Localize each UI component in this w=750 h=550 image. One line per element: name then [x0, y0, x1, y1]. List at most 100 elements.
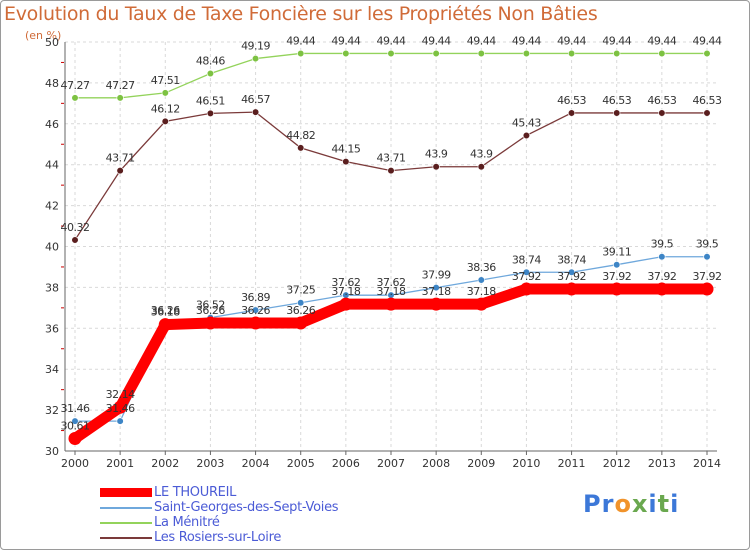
data-label: 40.32 — [61, 221, 90, 234]
data-point — [432, 284, 440, 292]
data-point — [116, 167, 124, 175]
data-point — [610, 282, 624, 296]
grid-layer — [65, 41, 717, 452]
logo-letter: P — [583, 490, 602, 518]
data-point — [658, 253, 666, 261]
proxiti-logo: Proxiti — [583, 490, 679, 518]
data-label: 49.44 — [693, 34, 722, 47]
data-label: 45.43 — [512, 116, 541, 129]
data-label: 30.61 — [61, 420, 90, 433]
x-tick-label: 2000 — [61, 457, 89, 470]
data-point — [113, 400, 127, 414]
data-label: 49.44 — [602, 34, 631, 47]
data-label: 37.18 — [467, 285, 496, 298]
chart-title: Evolution du Taux de Taxe Foncière sur l… — [4, 3, 598, 25]
data-label: 49.44 — [422, 34, 451, 47]
data-point — [71, 417, 79, 425]
data-point — [658, 49, 666, 58]
x-tick-label: 2004 — [242, 457, 270, 470]
data-label: 49.44 — [557, 34, 586, 47]
data-point — [71, 236, 79, 244]
data-label: 46.53 — [557, 94, 586, 107]
data-point — [567, 49, 576, 58]
data-point — [474, 297, 488, 311]
data-label: 46.53 — [602, 94, 631, 107]
data-label: 37.92 — [693, 270, 722, 283]
data-label: 39.11 — [602, 246, 631, 259]
data-label: 39.5 — [651, 238, 674, 251]
data-point — [613, 261, 621, 269]
data-label: 43.9 — [425, 148, 448, 161]
unit-label: (en %) — [25, 29, 62, 42]
data-label: 44.15 — [331, 143, 360, 156]
data-point — [71, 94, 79, 102]
data-point — [613, 49, 621, 58]
data-point — [655, 282, 669, 296]
data-label: 37.18 — [422, 285, 451, 298]
data-label: 36.26 — [151, 304, 180, 317]
legend-label: Les Rosiers-sur-Loire — [154, 530, 282, 545]
data-label: 37.92 — [602, 270, 631, 283]
data-label: 37.62 — [331, 276, 360, 289]
y-tick-label: 34 — [45, 363, 59, 376]
data-label: 49.44 — [331, 34, 360, 47]
data-label: 37.18 — [331, 285, 360, 298]
data-label: 32.14 — [106, 388, 135, 401]
data-label: 38.74 — [512, 253, 541, 266]
x-tick-label: 2006 — [332, 457, 360, 470]
data-label: 47.27 — [61, 79, 90, 92]
x-tick-label: 2011 — [558, 457, 586, 470]
data-point — [251, 108, 260, 116]
data-point — [703, 49, 711, 58]
data-label: 31.46 — [61, 402, 90, 415]
x-tick-label: 2001 — [106, 457, 134, 470]
data-point — [703, 253, 711, 261]
data-point — [161, 89, 169, 97]
legend-swatch — [100, 488, 152, 497]
data-label: 43.71 — [377, 152, 406, 165]
data-point — [429, 297, 443, 311]
data-label: 47.27 — [106, 79, 135, 92]
x-tick-label: 2013 — [648, 457, 676, 470]
data-label: 37.92 — [557, 270, 586, 283]
x-tick-label: 2009 — [467, 457, 495, 470]
x-tick-label: 2007 — [377, 457, 405, 470]
data-label: 49.19 — [241, 40, 270, 53]
data-label: 49.44 — [377, 34, 406, 47]
data-point — [161, 117, 169, 125]
data-point — [251, 54, 260, 63]
data-label: 39.5 — [696, 238, 719, 251]
data-label: 36.89 — [241, 291, 270, 304]
data-label: 37.92 — [647, 270, 676, 283]
data-point — [519, 282, 533, 296]
data-label: 44.82 — [286, 129, 315, 142]
data-label: 36.26 — [241, 304, 270, 317]
data-label: 46.51 — [196, 94, 225, 107]
data-point — [206, 109, 215, 117]
data-point — [432, 163, 440, 171]
data-point — [297, 144, 305, 152]
data-label: 46.57 — [241, 93, 270, 106]
data-label: 37.25 — [286, 284, 315, 297]
data-label: 38.36 — [467, 261, 496, 274]
logo-letter: r — [601, 490, 615, 518]
data-label: 49.44 — [286, 34, 315, 47]
data-label: 48.46 — [196, 54, 225, 67]
y-tick-label: 44 — [45, 159, 59, 172]
data-label: 46.12 — [151, 102, 180, 115]
data-point — [567, 109, 576, 117]
data-point — [251, 306, 260, 314]
data-label: 37.92 — [512, 270, 541, 283]
legend-label: LE THOUREIL — [154, 485, 237, 500]
data-point — [387, 167, 395, 175]
x-tick-label: 2008 — [422, 457, 450, 470]
legend-swatch — [100, 522, 152, 524]
data-point — [522, 131, 531, 140]
legend-swatch — [100, 537, 152, 539]
logo-letter: x — [631, 490, 649, 518]
data-point — [477, 49, 485, 58]
logo-letter: i — [670, 490, 680, 518]
data-label: 46.53 — [693, 94, 722, 107]
x-tick-label: 2010 — [512, 457, 540, 470]
